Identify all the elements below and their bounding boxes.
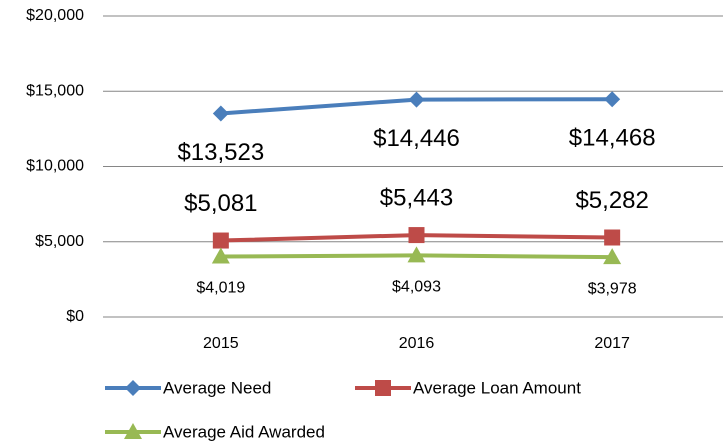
data-label: $14,468 (569, 125, 656, 152)
data-label: $13,523 (177, 139, 264, 166)
x-tick-label: 2016 (399, 335, 435, 352)
point-marker (604, 91, 621, 108)
data-label: $5,443 (380, 184, 453, 211)
data-label: $4,019 (196, 280, 245, 297)
data-label: $5,081 (184, 190, 257, 217)
legend-marker (375, 380, 391, 396)
point-marker (407, 246, 426, 263)
data-label: $14,446 (373, 125, 460, 152)
x-tick-label: 2017 (594, 335, 630, 352)
point-marker (604, 229, 621, 246)
legend-marker (125, 380, 141, 396)
legend-label: Average Loan Amount (413, 378, 581, 397)
data-label: $4,093 (392, 279, 441, 296)
y-tick-label: $5,000 (35, 233, 84, 250)
point-marker (212, 105, 229, 122)
y-tick-label: $10,000 (26, 158, 84, 175)
point-marker (408, 227, 425, 244)
y-tick-label: $15,000 (26, 82, 84, 99)
y-tick-label: $0 (66, 308, 84, 325)
point-marker (212, 232, 229, 249)
point-marker (603, 248, 622, 265)
data-label: $3,978 (588, 280, 637, 297)
data-label: $5,282 (575, 187, 648, 214)
legend-label: Average Aid Awarded (163, 422, 325, 441)
y-tick-label: $20,000 (26, 7, 84, 24)
x-tick-label: 2015 (203, 335, 239, 352)
legend-label: Average Need (163, 378, 271, 397)
point-marker (211, 247, 230, 264)
point-marker (408, 91, 425, 108)
legend-marker (124, 423, 142, 439)
